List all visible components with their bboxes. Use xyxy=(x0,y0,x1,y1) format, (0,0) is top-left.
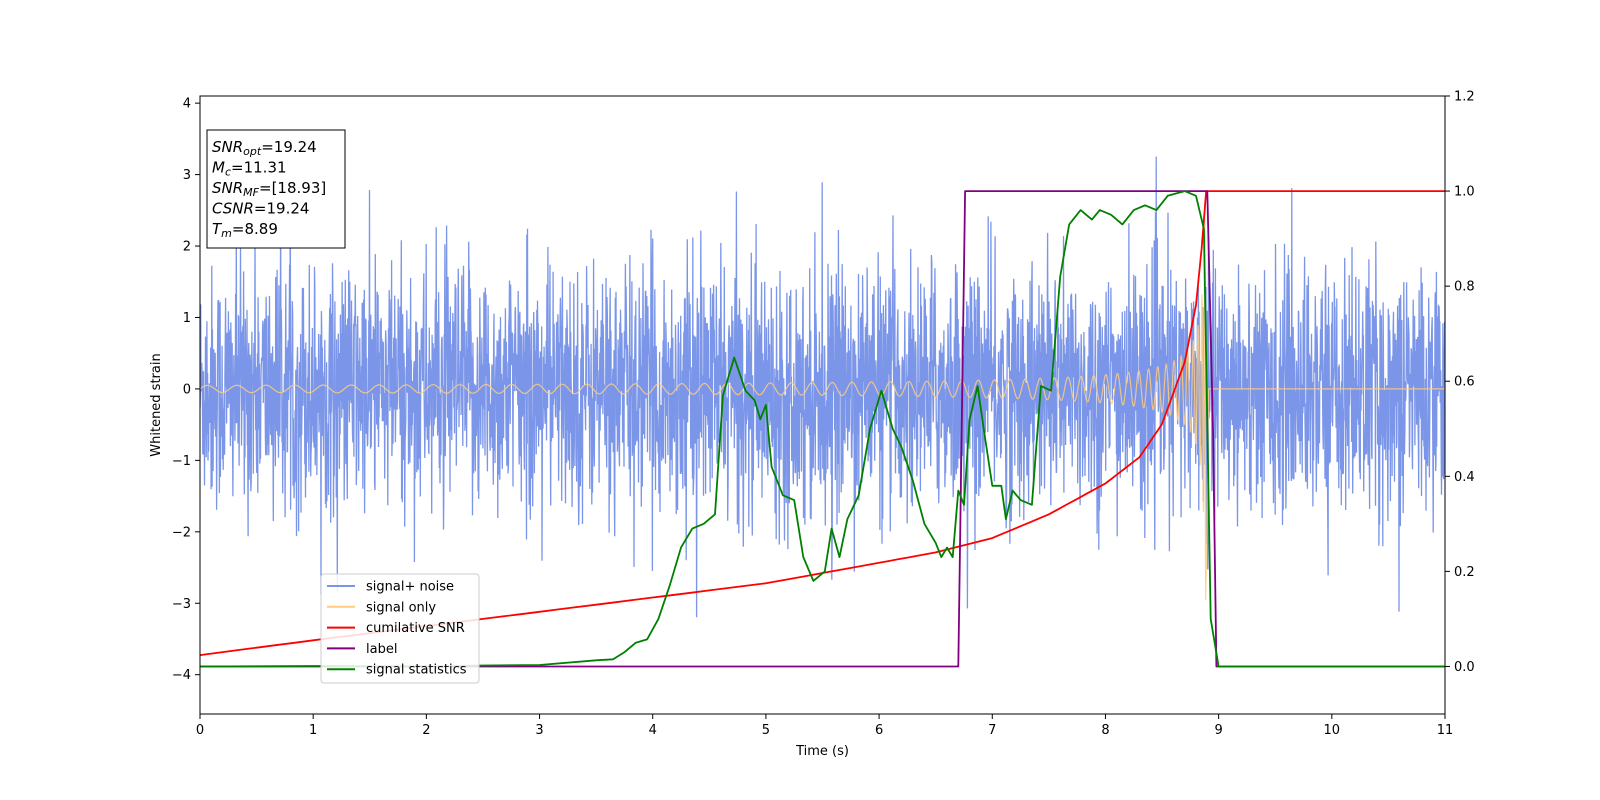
x-tick-label: 5 xyxy=(762,723,770,738)
series-signal-only xyxy=(200,212,1445,601)
legend-label: signal only xyxy=(366,600,436,615)
x-tick-label: 9 xyxy=(1214,723,1222,738)
y-left-tick-label: 1 xyxy=(183,311,191,326)
legend-items: signal+ noise signal only cumilative SNR la… xyxy=(327,580,467,678)
x-tick-label: 7 xyxy=(988,723,996,738)
plot-frame xyxy=(199,95,1446,715)
x-tick-label: 3 xyxy=(535,723,543,738)
legend-label: signal statistics xyxy=(366,663,467,678)
x-axis-label: Time (s) xyxy=(795,744,849,759)
annotation-line: SNRopt=19.24 xyxy=(212,138,317,158)
y-left-tick-label: 4 xyxy=(183,97,191,112)
y-right-tick-label: 0.2 xyxy=(1454,565,1475,580)
x-tick-label: 8 xyxy=(1101,723,1109,738)
x-tick-label: 10 xyxy=(1324,723,1341,738)
annotation-box-frame xyxy=(206,129,346,249)
x-tick-label: 1 xyxy=(309,723,317,738)
series-layer xyxy=(200,156,1445,668)
y-right-tick-label: 1.2 xyxy=(1454,90,1475,105)
y-left-tick-label: 3 xyxy=(183,168,191,183)
legend-frame xyxy=(320,573,480,684)
y-right-tick-label: 0.8 xyxy=(1454,280,1475,295)
annotation-box: SNRopt=19.24Mc=11.31SNRMF=[18.93]CSNR=19… xyxy=(206,129,346,249)
y-left-tick-label: −4 xyxy=(172,668,191,683)
y-left-tick-label: −3 xyxy=(172,597,191,612)
series-label xyxy=(200,190,1445,668)
annotation-lines: SNRopt=19.24Mc=11.31SNRMF=[18.93]CSNR=19… xyxy=(212,138,326,240)
y-right-tick-label: 1.0 xyxy=(1454,185,1475,200)
x-axis-ticks: 0 1 2 3 4 5 6 7 8 9 10 11 xyxy=(196,714,1453,738)
legend-label: cumilative SNR xyxy=(366,621,465,636)
y-right-tick-label: 0.4 xyxy=(1454,470,1475,485)
y-axis-right-ticks: 1.2 1.0 0.8 0.6 0.4 0.2 0.0 xyxy=(1445,90,1475,675)
x-tick-label: 6 xyxy=(875,723,883,738)
y-axis-label: Whitened strain xyxy=(149,353,164,456)
x-tick-label: 2 xyxy=(422,723,430,738)
annotation-line: Mc=11.31 xyxy=(212,159,287,179)
series-signal-noise xyxy=(200,156,1445,618)
legend-label: label xyxy=(366,642,397,657)
legend-label: signal+ noise xyxy=(366,580,454,595)
annotation-line: CSNR=19.24 xyxy=(212,200,309,218)
y-left-tick-label: 2 xyxy=(183,240,191,255)
y-right-tick-label: 0.0 xyxy=(1454,660,1475,675)
annotation-line: Tm=8.89 xyxy=(212,220,278,240)
x-tick-label: 11 xyxy=(1437,723,1454,738)
x-tick-label: 4 xyxy=(649,723,657,738)
legend: signal+ noise signal only cumilative SNR la… xyxy=(320,573,480,684)
x-tick-label: 0 xyxy=(196,723,204,738)
y-left-tick-label: −2 xyxy=(172,525,191,540)
y-right-tick-label: 0.6 xyxy=(1454,375,1475,390)
annotation-line: SNRMF=[18.93] xyxy=(212,179,326,199)
y-left-tick-label: 0 xyxy=(183,382,191,397)
y-axis-left-ticks: 4 3 2 1 0 −1 −2 −3 −4 xyxy=(172,97,200,683)
y-left-tick-label: −1 xyxy=(172,454,191,469)
series-signal-statistics xyxy=(200,190,1445,668)
series-cumulative-snr xyxy=(200,190,1445,656)
